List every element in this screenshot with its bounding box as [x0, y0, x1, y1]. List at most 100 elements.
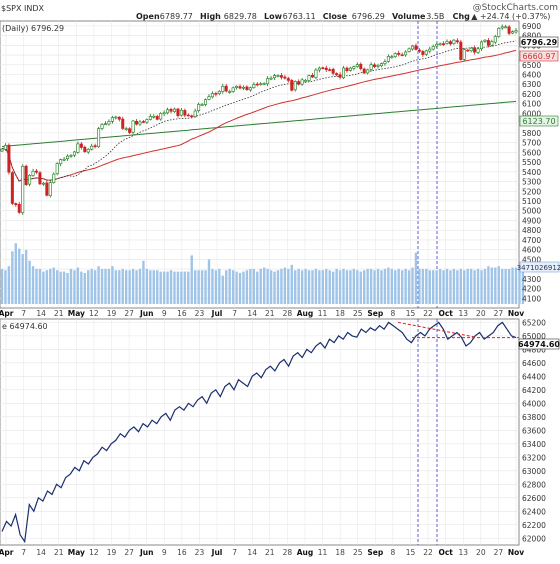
candle-body [100, 124, 104, 129]
candle-body [172, 108, 176, 112]
candle-body [255, 83, 259, 86]
ma-dotted-line [1, 40, 517, 182]
date-label-lower: 19 [107, 548, 117, 557]
volume-tag: 3471026912 [517, 261, 560, 273]
volume-bar [204, 270, 207, 304]
date-label-lower: 21 [54, 548, 64, 557]
ma-short-tag: 6660.97 [519, 50, 559, 62]
candle-body [466, 49, 470, 52]
candle-body [448, 41, 452, 45]
volume-bar [80, 271, 83, 304]
volume-bar [24, 250, 28, 304]
candle-body [48, 182, 52, 197]
candle-body [197, 104, 201, 111]
volume-bar [287, 268, 290, 304]
indicator-panel-frame [0, 318, 520, 546]
candle-body [235, 85, 239, 88]
indicator-tick-label: 62200 [522, 521, 546, 530]
volume-bar [497, 266, 500, 304]
date-label-upper: 20 [476, 309, 486, 318]
volume-bar [73, 270, 76, 304]
volume-bar [218, 268, 221, 304]
date-axis-upper: Apr 7 14 21 May 12 19 27 Jun 9 16 23 Jul 7 14 21 28 Aug 11… [0, 309, 524, 318]
volume-bar [97, 266, 100, 304]
volume-bar [469, 268, 473, 304]
volume-bar [173, 271, 176, 304]
price-tick-label: 5400 [522, 168, 541, 177]
volume-bar [249, 268, 252, 304]
date-label-upper: 18 [335, 309, 345, 318]
indicator-tick-label: 63800 [522, 413, 546, 422]
candle-body [421, 51, 425, 55]
price-panel-frame [0, 20, 520, 309]
close-tag: 6796.29 [519, 36, 559, 48]
volume-bar [507, 268, 511, 304]
date-label-upper: Apr [0, 309, 14, 318]
candle-body [217, 91, 221, 94]
date-label-lower: 7 [232, 548, 237, 557]
volume-bar [183, 271, 187, 304]
price-tick-label: 4100 [522, 294, 541, 303]
date-label-upper: 8 [391, 309, 396, 318]
date-label-upper: 25 [353, 309, 363, 318]
volume-bar [262, 267, 266, 304]
ohlc-value-5: ▲ +24.74 (+0.37%) [471, 12, 550, 21]
volume-bar [338, 270, 342, 304]
ma-short-line [1, 49, 517, 182]
volume-bar [501, 268, 504, 304]
price-axis: 6900680067006600650064006300620061006000… [522, 22, 541, 303]
candle-body [411, 45, 415, 50]
candle-body [379, 63, 383, 67]
volume-bar [390, 268, 394, 304]
volume-bar [162, 271, 166, 304]
candle-body [293, 81, 297, 91]
date-label-upper: Jul [211, 309, 223, 318]
volume-bar [214, 270, 218, 304]
candle-body [376, 64, 380, 67]
date-marker-lines [417, 21, 438, 545]
candle-body [3, 145, 7, 150]
volume-bar [59, 271, 62, 304]
indicator-gridlines [0, 319, 519, 545]
volume-bar [480, 270, 483, 304]
close-tag-text: 6796.29 [521, 38, 558, 47]
candle-body [193, 110, 197, 117]
candle-body [314, 69, 318, 78]
date-label-upper: 27 [494, 309, 504, 318]
candle-body [262, 83, 266, 85]
volume-bar [504, 268, 507, 304]
volume-bar [149, 270, 152, 304]
candle-body [328, 69, 332, 71]
volume-bar [428, 270, 431, 304]
price-tick-label: 6000 [522, 109, 541, 118]
date-label-lower: 16 [177, 548, 187, 557]
candle-body [431, 46, 435, 50]
volume-bar [466, 268, 469, 304]
indicator-tick-label: 63600 [522, 426, 546, 435]
candle-body [152, 115, 156, 118]
volume-bar [166, 271, 169, 304]
candle-body [393, 53, 397, 57]
indicator-tick-label: 63000 [522, 467, 546, 476]
candle-body [10, 172, 14, 204]
volume-bar [107, 268, 111, 304]
candle-body [238, 86, 242, 89]
date-label-upper: 14 [36, 309, 46, 318]
candle-body [490, 41, 494, 46]
candle-body [7, 144, 11, 173]
ohlc-label-1: High [200, 12, 221, 21]
candle-body [438, 43, 442, 46]
volume-bar [225, 270, 228, 304]
candle-body [86, 149, 90, 153]
candle-body [359, 63, 363, 69]
date-label-lower: 18 [335, 548, 345, 557]
candle-body [41, 182, 45, 185]
volume-bar [66, 272, 69, 304]
date-label-upper: 22 [423, 309, 433, 318]
candle-body [141, 121, 145, 123]
daily-label: (Daily) 6796.29 [2, 24, 64, 33]
volume-bar [14, 243, 17, 304]
indicator-tick-label: 65000 [522, 332, 546, 341]
volume-bar [114, 270, 118, 304]
volume-bar [432, 270, 435, 304]
